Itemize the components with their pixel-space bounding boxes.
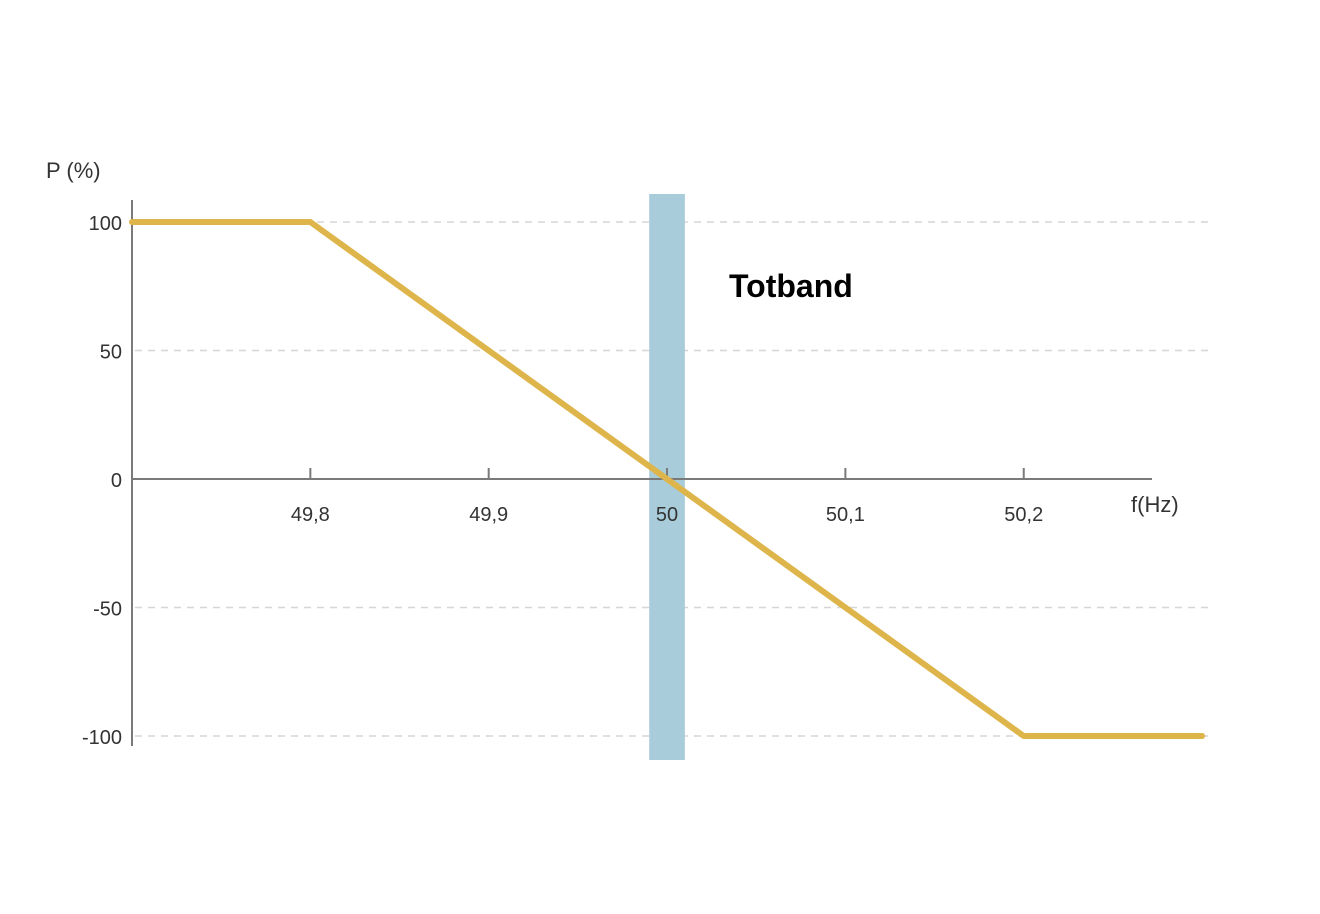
- x-tick-label: 50: [656, 504, 678, 526]
- y-tick-label: -100: [82, 727, 122, 749]
- y-tick-label: 100: [89, 213, 122, 235]
- deadband-label: Totband: [729, 268, 853, 304]
- x-tick-label: 49,8: [291, 504, 330, 526]
- series-line: [129, 219, 1206, 739]
- y-axis-label: P (%): [46, 158, 101, 183]
- y-tick-label: 0: [111, 470, 122, 492]
- tick-labels: 49,8 49,9 50 50,1 50,2 100 50 0 -50 -100: [82, 213, 1043, 749]
- x-tick-label: 50,1: [826, 504, 865, 526]
- axes: [131, 200, 1152, 746]
- x-tick-label: 49,9: [469, 504, 508, 526]
- y-tick-label: 50: [100, 342, 122, 364]
- x-tick-label: 50,2: [1004, 504, 1043, 526]
- y-tick-label: -50: [93, 599, 122, 621]
- x-axis-label: f(Hz): [1131, 492, 1179, 517]
